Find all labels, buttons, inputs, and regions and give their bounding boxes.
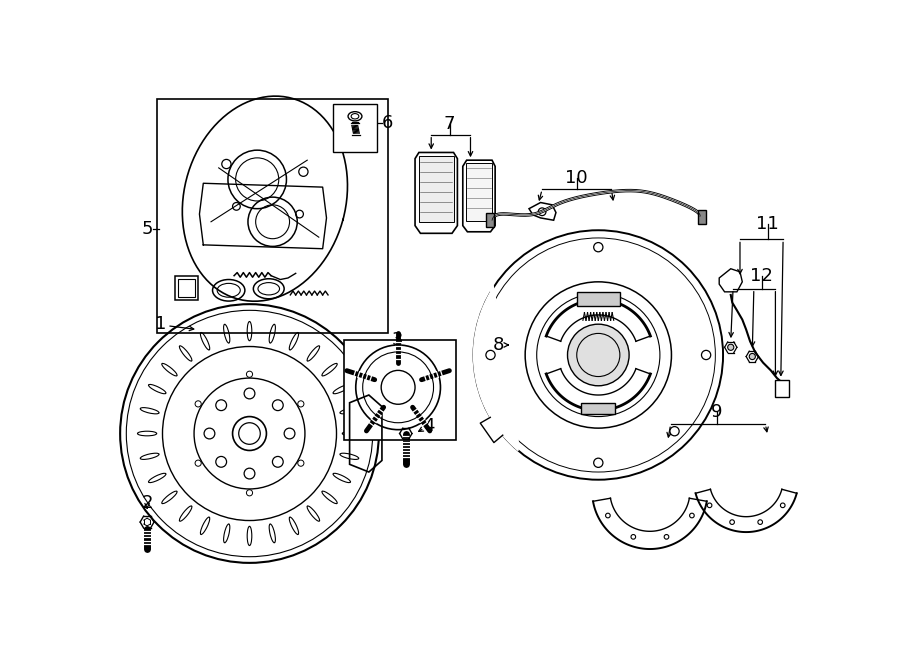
Circle shape: [273, 457, 284, 467]
Text: 10: 10: [565, 169, 588, 187]
Bar: [577, 292, 620, 305]
Text: 7: 7: [444, 115, 455, 133]
Circle shape: [284, 428, 295, 439]
Circle shape: [749, 354, 755, 360]
Circle shape: [701, 350, 711, 360]
Circle shape: [606, 513, 610, 518]
Text: 6: 6: [382, 114, 393, 132]
Circle shape: [273, 400, 284, 410]
Circle shape: [486, 350, 495, 360]
Bar: [486, 214, 493, 227]
Circle shape: [594, 243, 603, 252]
Circle shape: [707, 503, 712, 508]
Circle shape: [780, 503, 785, 508]
Circle shape: [631, 535, 635, 539]
Circle shape: [244, 388, 255, 399]
Circle shape: [670, 426, 680, 436]
Circle shape: [730, 520, 734, 524]
Circle shape: [216, 400, 227, 410]
Bar: [158, 98, 388, 333]
Bar: [698, 210, 706, 224]
Circle shape: [728, 344, 733, 350]
Bar: [466, 163, 492, 221]
Circle shape: [664, 535, 669, 539]
Bar: [344, 340, 456, 440]
Text: 11: 11: [756, 215, 779, 233]
Bar: [418, 156, 454, 222]
Text: 5: 5: [141, 221, 153, 239]
Text: 4: 4: [423, 417, 435, 435]
Bar: [175, 276, 198, 300]
Circle shape: [204, 428, 215, 439]
Text: 12: 12: [750, 266, 773, 285]
Polygon shape: [473, 270, 518, 451]
Bar: [581, 403, 616, 414]
Circle shape: [758, 520, 762, 524]
Circle shape: [244, 468, 255, 479]
Text: 8: 8: [492, 336, 504, 354]
Text: 2: 2: [141, 494, 153, 512]
Circle shape: [568, 324, 629, 386]
Bar: [178, 279, 194, 297]
Circle shape: [689, 513, 694, 518]
Text: 9: 9: [711, 403, 723, 421]
Circle shape: [594, 458, 603, 467]
Bar: [776, 379, 789, 397]
Polygon shape: [481, 417, 503, 443]
Bar: [333, 104, 377, 152]
Text: 3: 3: [392, 330, 403, 348]
Text: 1: 1: [156, 315, 166, 333]
Circle shape: [216, 457, 227, 467]
